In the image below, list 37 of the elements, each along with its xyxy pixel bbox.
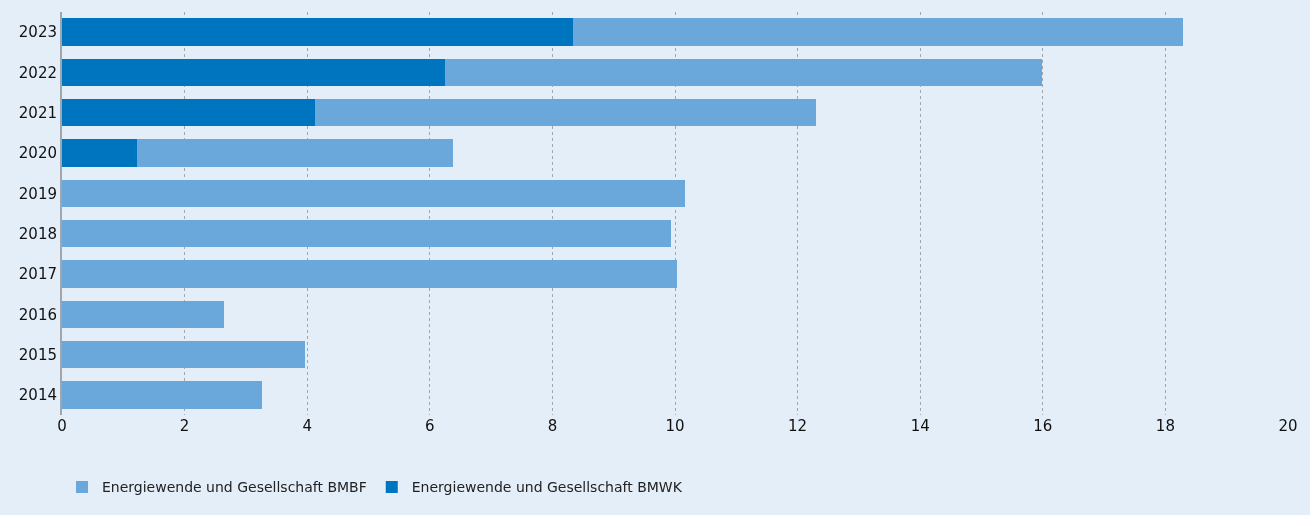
bar <box>137 139 454 167</box>
y-tick-label: 2017 <box>18 265 57 284</box>
legend-label: Energiewende und Gesellschaft BMWK <box>411 479 683 496</box>
bar <box>62 58 446 87</box>
legend-label: Energiewende und Gesellschaft BMBF <box>102 479 367 496</box>
bar <box>62 139 138 167</box>
bar <box>314 99 816 127</box>
x-tick-label: 4 <box>302 417 312 435</box>
bar <box>62 340 305 369</box>
x-tick-label: 12 <box>788 417 808 435</box>
x-tick-label: 20 <box>1278 417 1298 435</box>
bar <box>572 18 1184 46</box>
x-tick-label: 2 <box>179 417 190 435</box>
x-tick-label: 6 <box>425 417 435 435</box>
bar <box>62 219 672 248</box>
y-tick-label: 2014 <box>18 386 57 405</box>
y-tick-label: 2019 <box>18 184 57 203</box>
y-tick-label: 2022 <box>18 63 57 82</box>
y-tick-label: 2015 <box>18 345 57 364</box>
x-tick-label: 10 <box>665 417 685 435</box>
y-tick-label: 2018 <box>18 224 57 243</box>
bar <box>62 18 573 46</box>
bar <box>62 260 678 288</box>
y-tick-label: 2021 <box>18 104 57 122</box>
x-tick-label: 8 <box>547 417 558 435</box>
x-tick-label: 0 <box>57 417 67 435</box>
bar <box>62 381 262 409</box>
y-tick-label: 2020 <box>18 144 57 163</box>
bar <box>62 179 685 208</box>
bar <box>62 300 224 328</box>
y-tick-label: 2016 <box>18 305 57 324</box>
x-tick-label: 16 <box>1033 417 1053 435</box>
y-tick-label: 2023 <box>18 23 57 42</box>
x-tick-label: 18 <box>1155 417 1175 435</box>
bar <box>445 58 1042 87</box>
x-tick-label: 14 <box>910 417 930 435</box>
bar <box>62 99 315 127</box>
